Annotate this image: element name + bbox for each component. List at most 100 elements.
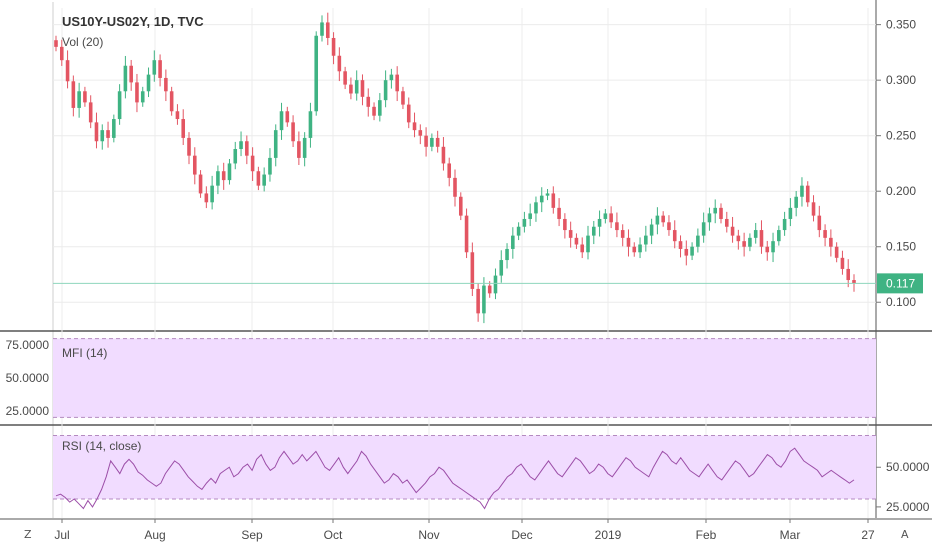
candle — [638, 244, 642, 253]
candle — [279, 111, 284, 131]
candle — [77, 91, 81, 108]
candle — [551, 193, 556, 208]
candle — [736, 235, 741, 242]
candle — [730, 226, 735, 236]
candle — [684, 248, 689, 256]
candle — [378, 100, 382, 116]
candle — [568, 230, 573, 238]
candle — [724, 218, 729, 227]
candle — [626, 237, 631, 247]
candle — [187, 137, 191, 156]
candle — [834, 246, 839, 258]
candle — [777, 230, 781, 242]
candle — [221, 171, 226, 181]
candle — [453, 177, 457, 197]
candle — [805, 185, 810, 203]
candle — [447, 163, 452, 178]
candle — [204, 193, 209, 203]
x-tick-label: Jul — [54, 528, 69, 542]
candle — [227, 163, 232, 181]
x-tick-label: Aug — [144, 528, 165, 542]
candle — [800, 185, 804, 197]
timezone-button[interactable]: Z — [24, 528, 32, 541]
y-tick-label: 0.300 — [886, 73, 916, 87]
candle — [291, 122, 295, 142]
candle — [360, 80, 365, 97]
candle — [493, 275, 498, 294]
candle — [811, 202, 816, 216]
candle — [591, 226, 596, 236]
last-price-label: 0.117 — [886, 276, 915, 290]
rsi-band — [53, 435, 876, 499]
candle — [106, 130, 110, 138]
candle — [395, 74, 399, 92]
candle — [123, 65, 128, 92]
candle — [435, 137, 440, 147]
candle — [649, 224, 654, 236]
candle — [742, 241, 746, 247]
candle — [580, 244, 585, 253]
candle — [458, 196, 463, 216]
candle — [372, 106, 376, 116]
candle — [175, 111, 180, 120]
candle — [366, 96, 371, 107]
candle — [522, 218, 527, 227]
candle — [100, 130, 105, 142]
candle — [701, 222, 706, 236]
candle — [354, 80, 359, 94]
candle — [262, 174, 266, 186]
candle — [528, 213, 532, 219]
candle — [615, 222, 619, 231]
auto-scale-button[interactable]: A — [901, 528, 909, 541]
candle — [829, 237, 833, 247]
candle — [140, 91, 145, 103]
y-tick-label: 0.150 — [886, 240, 916, 254]
candle — [135, 82, 139, 103]
candle — [505, 248, 509, 261]
candle — [823, 230, 827, 238]
candle — [158, 60, 162, 78]
candle — [696, 235, 700, 247]
y-tick-label: 0.200 — [886, 184, 916, 198]
candle — [545, 193, 550, 196]
candle — [418, 130, 423, 136]
candle — [719, 207, 723, 219]
candle — [383, 80, 388, 101]
x-tick-label: Nov — [418, 528, 439, 542]
candle — [349, 84, 353, 94]
candle — [840, 257, 845, 269]
candle — [424, 135, 428, 147]
candle — [852, 280, 856, 284]
candle — [302, 137, 307, 158]
mfi-tick-label: 25.0000 — [6, 404, 50, 418]
candle — [273, 130, 278, 158]
mfi-tick-label: 75.0000 — [6, 338, 50, 352]
chart-title: US10Y-US02Y, 1D, TVC — [62, 14, 204, 29]
candle — [644, 235, 648, 245]
candle — [129, 65, 133, 83]
candle — [181, 119, 186, 138]
candle — [748, 237, 752, 247]
candle — [632, 246, 637, 253]
candle — [765, 246, 770, 253]
rsi-legend: RSI (14, close) — [62, 439, 141, 453]
candle — [308, 111, 313, 138]
candle — [482, 285, 486, 314]
candle — [245, 141, 249, 156]
candle — [389, 74, 394, 81]
candle — [146, 74, 151, 92]
candle — [192, 155, 197, 175]
candle — [320, 22, 324, 36]
candle — [586, 235, 590, 253]
candle — [667, 222, 671, 231]
candle — [707, 213, 712, 223]
candle — [401, 91, 405, 105]
candle — [788, 207, 793, 219]
x-tick-label: Sep — [241, 528, 263, 542]
candle — [198, 174, 203, 194]
candle — [325, 22, 330, 38]
candle — [210, 185, 214, 203]
candle — [672, 230, 677, 242]
candle — [655, 215, 660, 225]
